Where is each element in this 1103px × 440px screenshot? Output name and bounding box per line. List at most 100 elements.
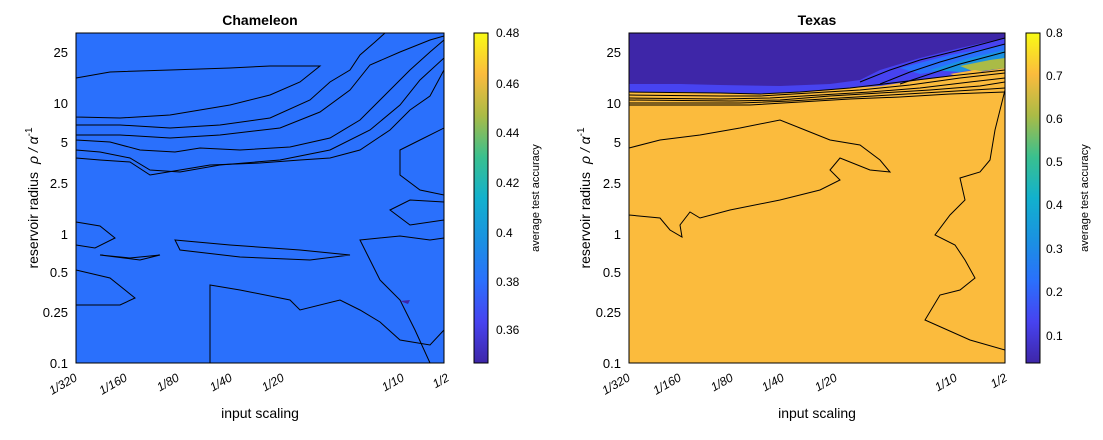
x-tick-label: 1/40 (207, 370, 235, 394)
y-axis-label: reservoir radius ρ / α-1 (576, 127, 593, 268)
y-tick-label: 2.5 (50, 176, 68, 191)
contour-level-065 (924, 89, 1005, 363)
y-tick-label: 25 (607, 45, 621, 60)
contour-line (629, 91, 1005, 106)
svg-text:reservoir radiusρ / α-1: reservoir radius ρ / α-1 (576, 127, 593, 268)
x-tick-label: 1/20 (812, 370, 840, 394)
plot-frame (628, 32, 1006, 364)
contour-level-034 (400, 300, 410, 304)
colorbar-tick: 0.4 (496, 226, 513, 240)
y-tick-label: 25 (54, 45, 68, 60)
contour-level-036 (359, 235, 444, 363)
x-axis-label: input scaling (221, 405, 299, 421)
contour-level-010 (629, 33, 1005, 86)
contour-level-044 (76, 33, 444, 153)
contour-lines (629, 37, 1005, 106)
y-tick-label: 5 (61, 135, 68, 150)
x-tick-label: 1/160 (650, 370, 683, 397)
x-tick-label: 1/20 (259, 370, 287, 394)
x-tick-label: 1/10 (932, 370, 960, 394)
y-label-text: reservoir radius (577, 172, 593, 268)
x-axis-label: input scaling (778, 405, 856, 421)
colorbar-tick: 0.42 (496, 176, 520, 190)
colorbar-tick: 0.44 (496, 126, 520, 140)
contour-line (859, 37, 1005, 83)
colorbar-tick: 0.48 (496, 26, 520, 40)
colorbar-ticks: 0.8 0.7 0.6 0.5 0.4 0.3 0.2 0.1 (1046, 26, 1063, 343)
contour-level-040 (76, 33, 444, 176)
contour-level-040 (76, 269, 136, 306)
colorbar-tick: 0.38 (496, 275, 520, 289)
contour-level-080 (629, 119, 892, 238)
contour-line (629, 81, 1005, 102)
x-tick-label: 1/40 (759, 370, 787, 394)
y-tick-label: 0.5 (50, 265, 68, 280)
y-tick-label: 2.5 (603, 176, 621, 191)
colorbar: 0.48 0.46 0.44 0.42 0.4 0.38 0.36 averag… (473, 26, 542, 364)
contour-fill (629, 33, 1005, 363)
y-tick-label: 10 (607, 96, 621, 111)
y-axis-label: reservoir radius ρ / α-1 (24, 127, 41, 268)
x-axis: 1/320 1/160 1/80 1/40 1/20 1/10 1/2 (599, 370, 1009, 397)
x-tick-label: 1/2 (988, 370, 1010, 391)
colorbar-gradient (473, 32, 489, 364)
x-tick-label: 1/2 (430, 370, 452, 391)
colorbar-tick: 0.4 (1046, 198, 1063, 212)
colorbar-tick: 0.7 (1046, 69, 1063, 83)
colorbar-tick: 0.36 (496, 323, 520, 337)
contour-level-046 (76, 33, 444, 139)
contour-level-047 (76, 33, 386, 129)
chart-title: Chameleon (222, 12, 297, 28)
contour-level-040 (209, 284, 444, 363)
colorbar-tick: 0.46 (496, 77, 520, 91)
x-axis: 1/320 1/160 1/80 1/40 1/20 1/10 1/2 (46, 370, 451, 397)
contour-line (629, 72, 1005, 97)
y-tick-label: 0.1 (603, 356, 621, 371)
y-tick-label: 5 (614, 135, 621, 150)
y-label-math: ρ / α (577, 135, 593, 165)
colorbar-gradient (1025, 32, 1041, 364)
y-axis: 25 10 5 2.5 1 0.5 0.25 0.1 (596, 45, 621, 371)
x-tick-label: 1/320 (46, 370, 79, 397)
colorbar: 0.8 0.7 0.6 0.5 0.4 0.3 0.2 0.1 average … (1025, 26, 1091, 364)
colorbar-tick: 0.6 (1046, 112, 1063, 126)
y-axis: 25 10 5 2.5 1 0.5 0.25 0.1 (43, 45, 68, 371)
y-tick-label: 0.25 (43, 305, 68, 320)
contour-line (899, 51, 1005, 85)
x-tick-label: 1/80 (154, 370, 182, 394)
contour-level-038 (76, 33, 444, 363)
contour-level-036 (389, 199, 444, 226)
plot-frame (75, 32, 445, 364)
y-tick-label: 0.5 (603, 265, 621, 280)
y-tick-label: 1 (614, 227, 621, 242)
colorbar-ticks: 0.48 0.46 0.44 0.42 0.4 0.38 0.36 (496, 26, 520, 337)
y-label-sup: -1 (576, 127, 587, 136)
colorbar-tick: 0.1 (1046, 329, 1063, 343)
x-tick-label: 1/80 (708, 370, 736, 394)
chart-title: Texas (798, 12, 837, 28)
contour-level-040 (174, 239, 351, 261)
colorbar-tick: 0.8 (1046, 26, 1063, 40)
svg-text:reservoir radiusρ / α-1: reservoir radius ρ / α-1 (24, 127, 41, 268)
contour-level-036 (76, 221, 116, 249)
colorbar-tick: 0.5 (1046, 155, 1063, 169)
y-label-math: ρ / α (25, 135, 41, 165)
contour-fill (76, 33, 444, 363)
contour-level-036 (399, 127, 444, 196)
x-tick-label: 1/10 (379, 370, 407, 394)
y-label-text: reservoir radius (25, 172, 41, 268)
x-tick-label: 1/160 (96, 370, 129, 397)
contour-line (879, 43, 1005, 85)
y-tick-label: 1 (61, 227, 68, 242)
colorbar-tick: 0.2 (1046, 285, 1063, 299)
colorbar-label: average test accuracy (530, 144, 542, 252)
contour-line (629, 87, 1005, 104)
chart-chameleon: Chameleon (24, 12, 542, 421)
contour-line (629, 69, 1005, 95)
y-tick-label: 0.1 (50, 356, 68, 371)
contour-level-060 (960, 58, 1005, 72)
chart-texas: Texas (576, 12, 1091, 421)
contour-level-048 (76, 65, 322, 119)
colorbar-label: average test accuracy (1079, 144, 1091, 252)
